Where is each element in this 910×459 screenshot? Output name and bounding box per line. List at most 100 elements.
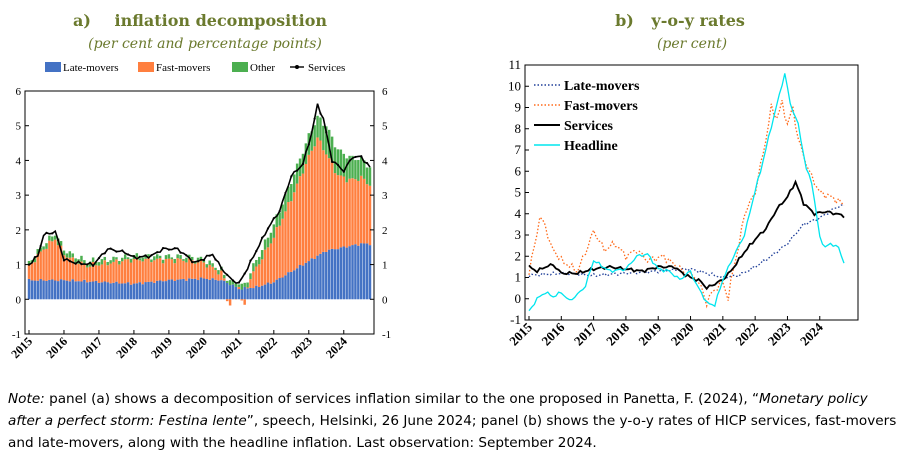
services-point [261,236,264,239]
late-movers-bar [39,279,42,300]
late-movers-bar [118,283,121,300]
other-bar [333,147,337,174]
other-bar [48,235,51,241]
late-movers-bar [158,280,162,300]
fast-movers-bar [88,266,92,282]
late-movers-bar [249,287,252,300]
services-point [51,232,54,235]
services-point [179,251,182,254]
x-tick-label: 2023 [765,319,794,348]
other-bar [158,255,162,259]
x-tick-label: 2018 [113,334,140,361]
late-movers-bar [135,283,139,300]
x-tick-label: 2017 [78,334,105,361]
note-prefix: Note: [8,391,45,407]
fast-movers-bar [322,150,325,252]
other-bar [357,159,360,181]
fast-movers-bar [319,140,322,254]
other-bar [65,253,69,258]
services-point [255,249,258,253]
fast-movers-bar [214,269,217,280]
late-movers-bar [231,284,235,300]
other-bar [88,261,92,267]
fast-movers-bar [333,173,337,250]
services-point [109,247,112,250]
note-text-1: panel (a) shows a decomposition of servi… [44,391,760,407]
other-bar [59,241,63,246]
fast-movers-bar [246,287,249,289]
late-movers-bar [161,281,165,300]
other-bar [86,263,89,268]
fast-movers-bar [228,299,232,306]
fast-movers-bar [255,266,258,286]
fast-movers-bar [161,263,165,282]
legend-label: Headline [564,139,618,154]
late-movers-bar [121,283,124,300]
late-movers-bar [115,281,118,300]
late-movers-bar [348,246,351,300]
other-bar [255,259,258,267]
late-movers-bar [91,281,95,300]
services-point [290,175,293,178]
fast-movers-bar [62,255,66,281]
y-tick-label-right: 3 [382,190,388,202]
services-point [156,251,159,254]
fast-movers-bar [330,162,334,249]
fast-movers-bar [132,258,136,284]
other-bar [176,254,179,259]
fast-movers-bar [164,258,168,282]
late-movers-bar [138,282,141,300]
panel-a-subtitle: (per cent and percentage points) [88,36,322,52]
other-bar [74,258,77,263]
late-movers-bar [330,248,334,300]
other-bar [263,239,267,250]
fast-movers-bar [307,154,311,262]
other-bar [138,258,141,261]
late-movers-bar [97,282,101,300]
services-point [144,254,147,257]
late-movers-bar [319,253,322,300]
late-movers-bar [106,282,109,300]
fast-movers-bar [258,264,261,288]
fast-movers-bar [292,192,296,271]
panel-a-chart: a) inflation decomposition (per cent and… [8,11,391,361]
fast-movers-bar [272,237,276,283]
fast-movers-bar [225,299,229,302]
services-point [272,217,275,220]
other-bar [365,167,369,185]
services-point [284,191,287,195]
late-movers-bar [48,279,51,300]
services-point [208,254,211,257]
fast-movers-bar [185,262,188,281]
other-bar [129,258,133,263]
late-movers-bar [71,279,74,300]
legend-label: Other [250,62,275,74]
services-point [39,244,42,248]
y-tick-label: 1 [515,270,522,285]
late-movers-bar [36,280,39,300]
other-bar [281,204,284,219]
late-movers-bar [59,279,63,300]
services-point [342,170,345,173]
other-bar [217,270,220,275]
services-point [365,161,369,165]
late-movers-bar [243,286,246,300]
fast-movers-bar [325,154,328,252]
x-tick-label: 2020 [668,320,697,349]
late-movers-bar [351,245,354,300]
other-bar [310,131,313,151]
y-tick-label: 7 [515,142,522,157]
late-movers-bar [199,277,203,300]
legend-label: Late-movers [63,62,119,74]
late-movers-bar [193,278,197,300]
fast-movers-bar [65,257,69,281]
other-bar [252,263,255,272]
y-tick-label: 5 [515,185,522,200]
fast-movers-bar [83,263,86,280]
other-bar [313,125,316,147]
fast-movers-bar [357,180,360,246]
other-bar [339,149,343,176]
other-bar [237,284,241,287]
panel-a-bars [27,115,372,306]
services-point [185,254,188,257]
